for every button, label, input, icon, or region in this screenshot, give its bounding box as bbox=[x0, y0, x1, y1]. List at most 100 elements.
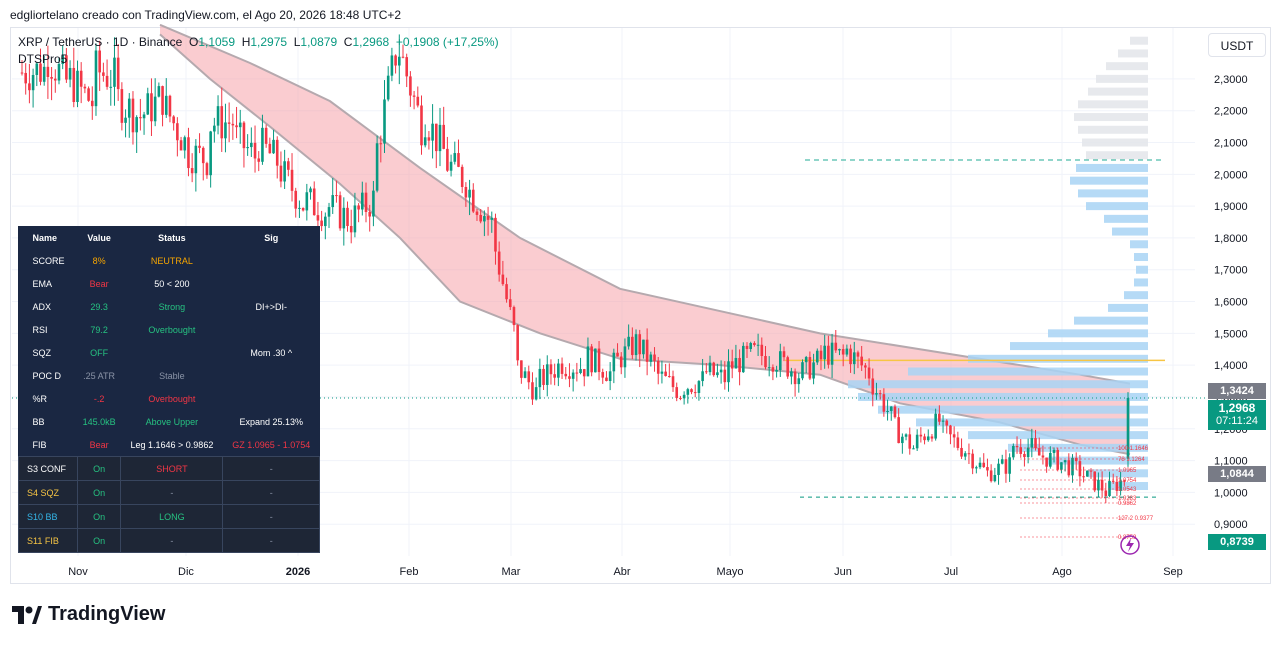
candle-body bbox=[708, 362, 712, 373]
strategy-row: S4 SQZ On - - bbox=[18, 480, 320, 505]
candle-body bbox=[94, 50, 98, 107]
candle-body bbox=[257, 158, 261, 162]
y-tick-label: 1,4000 bbox=[1214, 360, 1248, 372]
candle-body bbox=[875, 393, 878, 395]
currency-button[interactable]: USDT bbox=[1208, 33, 1266, 57]
volume-profile-bar bbox=[878, 405, 1148, 414]
y-tick-label: 2,1000 bbox=[1214, 138, 1248, 150]
candle-body bbox=[446, 148, 449, 171]
candle-body bbox=[235, 125, 238, 128]
volume-profile-bar bbox=[1112, 227, 1148, 236]
volume-profile-bar bbox=[858, 392, 1148, 401]
candle-body bbox=[645, 339, 649, 362]
candle-body bbox=[312, 188, 316, 216]
y-tick-label: 1,9000 bbox=[1214, 201, 1248, 213]
candle-body bbox=[963, 453, 967, 457]
candle-body bbox=[926, 436, 930, 441]
candle-body bbox=[1082, 476, 1085, 478]
candle-body bbox=[612, 352, 616, 372]
candle-body bbox=[841, 349, 845, 355]
candle-body bbox=[864, 365, 867, 368]
candle-body bbox=[616, 352, 619, 357]
candle-body bbox=[1026, 447, 1030, 458]
candle-body bbox=[361, 192, 364, 210]
high-label: H bbox=[241, 35, 251, 49]
candle-body bbox=[501, 274, 505, 285]
candle-body bbox=[449, 161, 453, 171]
candle-body bbox=[1056, 449, 1060, 470]
candle-body bbox=[775, 370, 778, 372]
row-extra: GZ 1.0965 - 1.0754 bbox=[232, 439, 311, 450]
candle-body bbox=[301, 207, 305, 211]
row-value: Bear bbox=[89, 439, 109, 450]
candle-body bbox=[753, 343, 756, 345]
candle-body bbox=[508, 299, 512, 308]
volume-profile-bar bbox=[1106, 62, 1148, 71]
candle-body bbox=[597, 348, 601, 373]
candle-body bbox=[1052, 449, 1056, 453]
candle-body bbox=[1060, 462, 1063, 470]
candle-body bbox=[490, 217, 494, 220]
tradingview-logo[interactable]: TradingView bbox=[12, 603, 165, 626]
row-name: EMA bbox=[32, 278, 53, 289]
row-name: FIB bbox=[32, 439, 47, 450]
x-tick-label: Ago bbox=[1052, 566, 1072, 578]
candle-body bbox=[494, 217, 497, 252]
candle-body bbox=[250, 142, 253, 148]
indicator-name[interactable]: DTSPro5 bbox=[18, 52, 68, 66]
table-header-cell: Status bbox=[158, 232, 186, 243]
x-tick-label: Mayo bbox=[717, 566, 744, 578]
candle-body bbox=[198, 145, 201, 148]
candle-body bbox=[139, 117, 142, 119]
row-extra: Mom .30 ^ bbox=[250, 347, 293, 358]
candle-body bbox=[915, 434, 919, 449]
candle-body bbox=[856, 352, 860, 357]
candle-body bbox=[383, 99, 386, 144]
candle-body bbox=[767, 367, 771, 369]
x-tick-label: Mar bbox=[502, 566, 521, 578]
candle-body bbox=[734, 357, 738, 369]
strategy-state: On bbox=[76, 456, 122, 481]
strategy-state: On bbox=[76, 528, 122, 553]
candle-body bbox=[679, 397, 682, 399]
candle-body bbox=[634, 334, 638, 356]
symbol-name[interactable]: XRP / TetherUS · 1D · Binance bbox=[18, 35, 183, 49]
candle-body bbox=[268, 143, 272, 154]
candle-body bbox=[594, 348, 597, 373]
candle-body bbox=[545, 364, 549, 385]
candle-body bbox=[457, 153, 460, 167]
candle-body bbox=[623, 346, 627, 368]
candle-body bbox=[590, 346, 593, 373]
x-tick-label: Abr bbox=[613, 566, 630, 578]
candle-body bbox=[505, 284, 508, 300]
row-value: 145.0kB bbox=[82, 416, 116, 427]
candle-body bbox=[309, 188, 312, 193]
candle-body bbox=[823, 345, 826, 360]
y-tick-label: 1,0000 bbox=[1214, 487, 1248, 499]
candle-body bbox=[1071, 457, 1074, 476]
candle-body bbox=[238, 122, 242, 128]
candle-body bbox=[471, 189, 475, 212]
candle-body bbox=[183, 137, 187, 151]
candle-body bbox=[668, 376, 671, 378]
candle-body bbox=[83, 86, 87, 89]
open-label: O bbox=[188, 35, 199, 49]
candle-body bbox=[901, 436, 904, 444]
candle-body bbox=[989, 470, 993, 482]
candle-body bbox=[627, 336, 630, 347]
volume-profile-bar bbox=[1048, 329, 1148, 338]
candle-body bbox=[993, 474, 997, 482]
candle-body bbox=[1008, 457, 1011, 474]
creator-note: edgliortelano creado con TradingView.com… bbox=[10, 8, 402, 22]
row-name: POC D bbox=[32, 370, 62, 381]
candle-body bbox=[283, 161, 286, 182]
candle-body bbox=[327, 207, 331, 217]
candle-body bbox=[153, 96, 157, 122]
table-row: BB 145.0kB Above Upper Expand 25.13% bbox=[19, 410, 320, 433]
candle-body bbox=[483, 216, 486, 222]
candle-body bbox=[1123, 480, 1126, 482]
candle-body bbox=[53, 78, 57, 81]
candle-body bbox=[346, 207, 349, 226]
candle-body bbox=[179, 140, 183, 151]
